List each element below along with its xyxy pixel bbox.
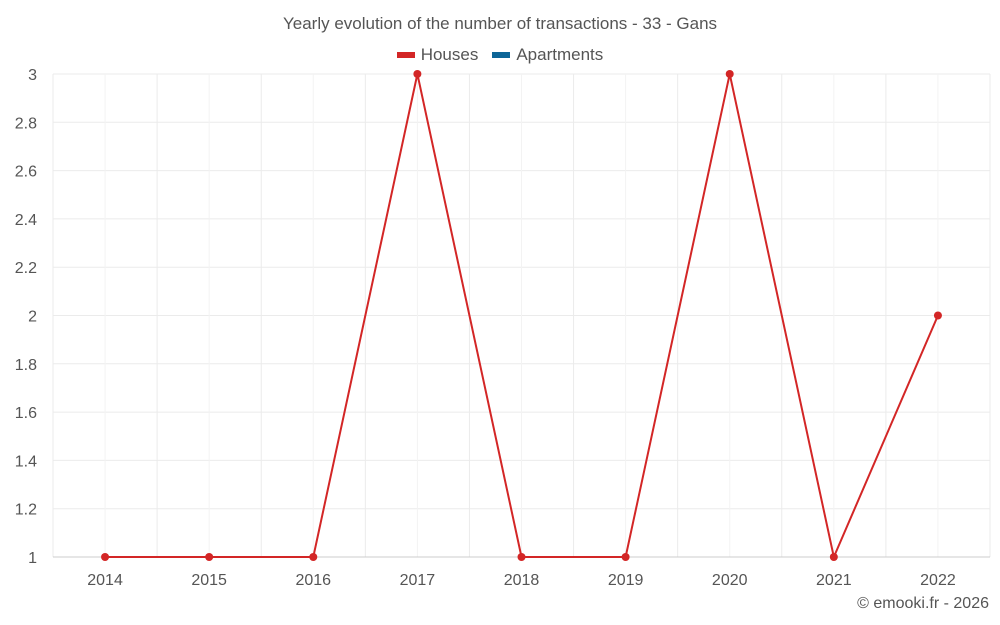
data-point <box>413 70 422 78</box>
y-tick-label: 2 <box>28 309 37 326</box>
legend-label-apartments: Apartments <box>516 45 604 64</box>
x-tick-label: 2019 <box>608 572 644 589</box>
legend-label-houses: Houses <box>420 45 479 64</box>
x-tick-label: 2018 <box>504 572 540 589</box>
y-tick-label: 1.6 <box>15 405 37 422</box>
y-tick-label: 3 <box>28 67 37 84</box>
y-tick-label: 2.4 <box>15 212 37 229</box>
legend-swatch-houses <box>396 52 415 58</box>
x-tick-label: 2016 <box>295 572 331 589</box>
x-tick-label: 2015 <box>191 572 227 589</box>
y-tick-label: 1.4 <box>15 453 37 470</box>
legend-item-houses[interactable]: Houses <box>396 45 479 65</box>
y-tick-label: 2.6 <box>15 164 37 181</box>
data-point <box>725 70 734 78</box>
copyright-notice: © emooki.fr - 2026 <box>857 595 989 612</box>
x-tick-label: 2022 <box>920 572 956 589</box>
data-point <box>309 553 318 561</box>
x-tick-label: 2021 <box>816 572 852 589</box>
x-tick-label: 2017 <box>400 572 436 589</box>
data-point <box>517 553 526 561</box>
x-tick-label: 2014 <box>87 572 123 589</box>
data-point <box>829 553 838 561</box>
y-tick-label: 1 <box>28 550 37 567</box>
data-point <box>205 553 214 561</box>
x-tick-label: 2020 <box>712 572 748 589</box>
y-tick-label: 1.8 <box>15 357 37 374</box>
y-tick-label: 2.2 <box>15 260 37 277</box>
chart-legend: Houses Apartments <box>0 45 1000 65</box>
legend-swatch-apartments <box>492 52 511 58</box>
legend-item-apartments[interactable]: Apartments <box>492 45 603 65</box>
data-point <box>621 553 630 561</box>
data-point <box>101 553 110 561</box>
y-tick-label: 2.8 <box>15 115 37 132</box>
y-tick-label: 1.2 <box>15 502 37 519</box>
chart-title: Yearly evolution of the number of transa… <box>282 14 718 33</box>
data-point <box>933 311 942 320</box>
